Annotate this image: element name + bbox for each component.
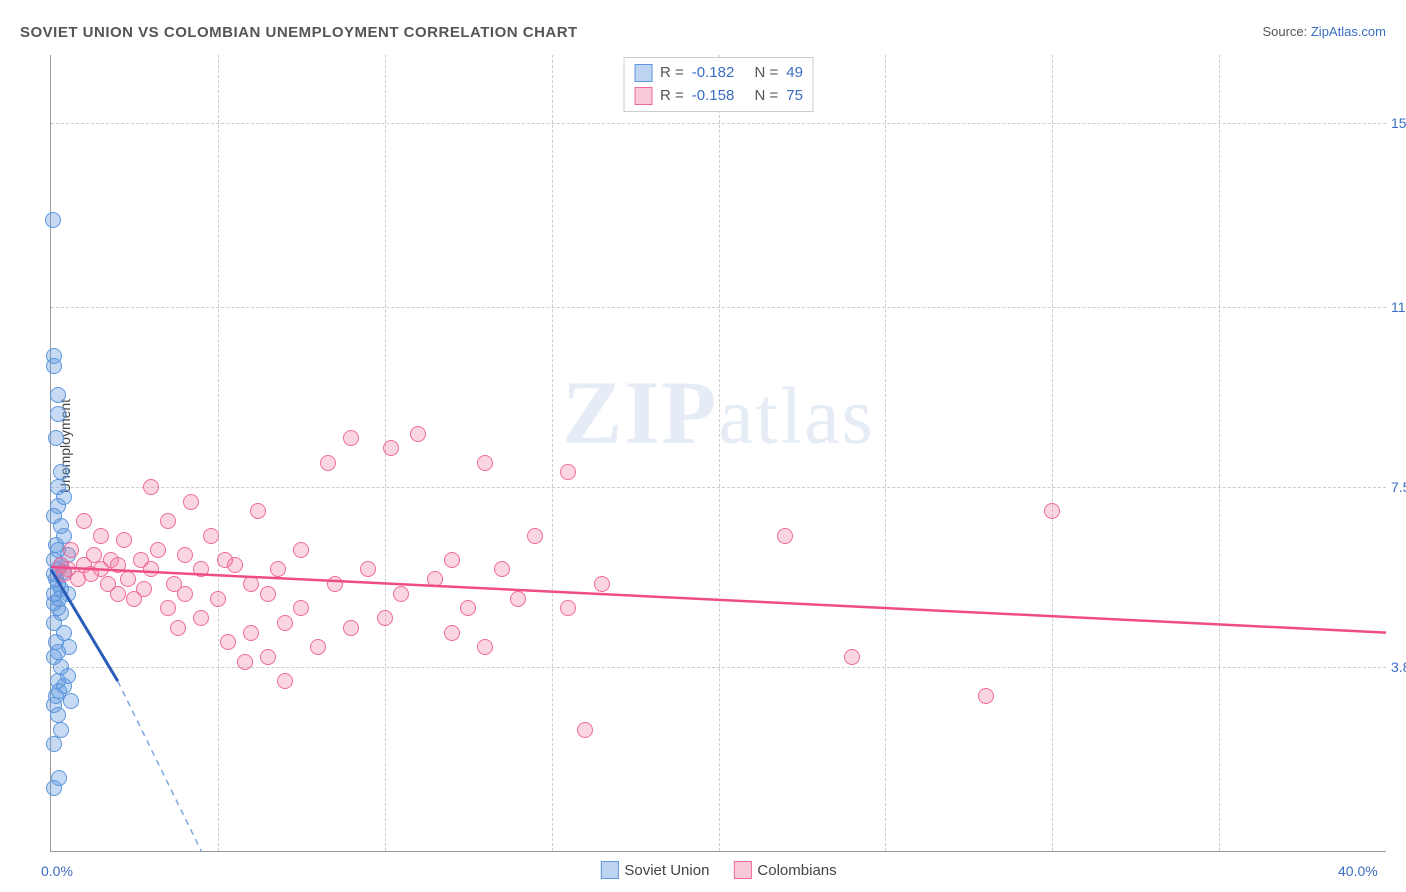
stat-n-label: N = — [755, 62, 779, 85]
legend-item-soviet: Soviet Union — [600, 861, 709, 879]
stat-row: R = -0.182 N = 49 — [634, 62, 803, 85]
source-link[interactable]: ZipAtlas.com — [1311, 24, 1386, 39]
stat-row: R = -0.158 N = 75 — [634, 85, 803, 108]
x-tick-label: 40.0% — [1338, 863, 1378, 879]
y-tick-label: 3.8% — [1391, 659, 1406, 675]
swatch-soviet-union — [634, 64, 652, 82]
stat-n-value-colombians: 75 — [786, 85, 803, 108]
source-prefix: Source: — [1262, 24, 1310, 39]
stat-r-value-soviet: -0.182 — [692, 62, 735, 85]
stat-box: R = -0.182 N = 49 R = -0.158 N = 75 — [623, 57, 814, 112]
bottom-legend: Soviet Union Colombians — [600, 861, 836, 879]
stat-r-label: R = — [660, 85, 684, 108]
stat-n-label: N = — [755, 85, 779, 108]
page-title: SOVIET UNION VS COLOMBIAN UNEMPLOYMENT C… — [20, 24, 578, 41]
trend-line — [51, 567, 1386, 633]
legend-label-colombians: Colombians — [757, 862, 836, 879]
plot-area: ZIPatlas R = -0.182 N = 49 R = -0.158 N … — [50, 55, 1386, 852]
svg-layer — [51, 55, 1386, 851]
trend-line — [51, 569, 118, 681]
y-tick-label: 11.2% — [1391, 299, 1406, 315]
swatch-colombians — [634, 87, 652, 105]
trend-line — [118, 681, 201, 851]
x-tick-label: 0.0% — [41, 863, 73, 879]
legend-label-soviet: Soviet Union — [624, 862, 709, 879]
y-tick-label: 7.5% — [1391, 479, 1406, 495]
swatch-soviet-union — [600, 861, 618, 879]
stat-r-value-colombians: -0.158 — [692, 85, 735, 108]
source-label: Source: ZipAtlas.com — [1262, 24, 1386, 39]
stat-n-value-soviet: 49 — [786, 62, 803, 85]
legend-item-colombians: Colombians — [733, 861, 836, 879]
swatch-colombians — [733, 861, 751, 879]
stat-r-label: R = — [660, 62, 684, 85]
y-tick-label: 15.0% — [1391, 115, 1406, 131]
